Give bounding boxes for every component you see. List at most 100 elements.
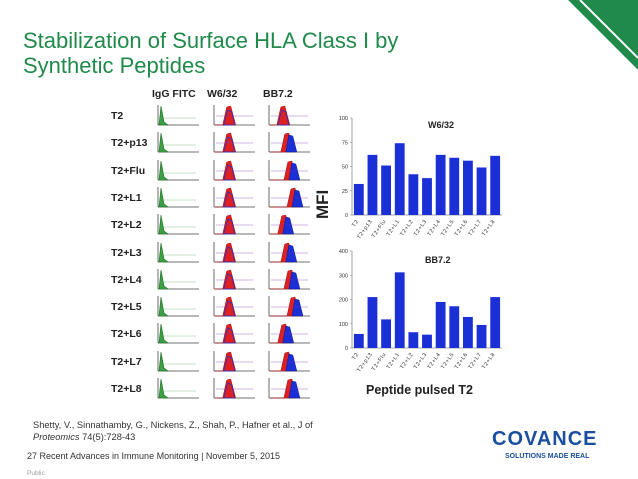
flow-histogram [213,186,255,208]
flow-histogram [268,159,310,180]
flow-histogram [213,159,255,180]
flow-histogram [268,132,310,153]
flow-header-bb72: BB7.2 [263,88,293,100]
flow-histogram [157,268,199,290]
flow-histogram [213,378,255,399]
x-tick-label: T2+L8 [481,352,497,371]
bar [435,154,446,215]
chart-title: BB7.2 [425,255,451,265]
x-axis-label: Peptide pulsed T2 [366,383,473,397]
flow-histogram [213,214,255,235]
flow-histogram [213,296,255,317]
y-tick-label: 25 [342,189,348,195]
flow-histogram [213,241,255,262]
logo-tagline: SOLUTIONS MADE REAL [505,453,590,460]
bar [381,319,391,348]
classification-label: Public [27,470,45,477]
bar [408,174,419,215]
corner-decoration [566,0,638,72]
flow-row-label: T2+L1 [111,191,142,204]
slide-title-line-1: Stabilization of Surface HLA Class I by [23,28,399,53]
flow-histogram [268,105,310,126]
flow-histogram [157,378,199,399]
bar [463,160,473,215]
flow-histogram [157,214,199,235]
flow-row-label: T2 [111,110,124,122]
y-tick-label: 200 [339,298,348,304]
flow-histogram [157,296,199,317]
chart-title: W6/32 [428,120,454,130]
flow-row-label: T2+L2 [111,219,142,232]
slide-title-line-2: Synthetic Peptides [23,53,206,78]
slide-title: Stabilization of Surface HLA Class I by … [23,28,493,78]
flow-histogram [157,186,199,208]
x-tick-label: T2+L8 [481,219,497,238]
bar [435,301,446,348]
flow-header-w632: W6/32 [207,88,238,100]
flow-histogram [268,214,310,235]
citation-volume: 74(5):728-43 [79,432,136,442]
bar [381,165,391,215]
bar [394,143,405,215]
bar [353,183,364,215]
flow-row-label: T2+L7 [111,355,142,368]
bar [449,157,460,215]
bb72-bar-chart: 0100200300400BB7.2T2T2+p13T2+FluT2+L1T2+… [339,249,502,374]
bar [476,167,487,215]
bar [490,297,501,348]
flow-histogram [213,323,255,344]
flow-histogram [213,350,255,372]
flow-histogram [157,323,199,344]
flow-histogram [268,323,310,344]
citation-authors: Shetty, V., Sinnathamby, G., Nickens, Z.… [33,420,313,430]
covance-logo: COVANCE SOLUTIONS MADE REAL [492,428,612,464]
flow-histogram [213,105,255,126]
flow-histogram [157,132,199,153]
x-tick-label: T2 [351,352,360,362]
bar [449,306,460,348]
y-tick-label: 0 [345,346,348,352]
bar [394,272,405,348]
bar [476,324,487,348]
flow-row-label: T2+p13 [111,137,148,150]
y-tick-label: 0 [345,213,348,219]
flow-histogram [157,241,199,262]
bar [490,155,501,215]
bar [463,316,473,348]
y-tick-label: 400 [339,249,348,255]
flow-histogram [268,268,310,290]
bar [422,178,432,215]
citation-journal: Proteomics [33,432,80,442]
y-tick-label: 100 [339,322,348,328]
flow-row-label: T2+L4 [111,273,142,286]
bar [422,334,432,348]
flow-histogram [157,159,199,180]
flow-row-label: T2+L6 [111,328,142,341]
flow-row-label: T2+L8 [111,383,142,395]
flow-row-label: T2+Flu [111,164,146,177]
logo-name: COVANCE [492,428,598,450]
bar [408,332,419,348]
flow-histogram [213,268,255,290]
flow-histogram [268,186,310,208]
flow-histogram [268,296,310,317]
flow-header-igg-fitc: IgG FITC [152,88,196,100]
flow-row-label: T2+L5 [111,301,142,314]
flow-histogram [268,378,310,399]
footer-text: 27 Recent Advances in Immune Monitoring … [27,451,280,461]
w632-bar-chart: 0255075100W6/32T2T2+p13T2+FluT2+L1T2+L2T… [339,116,502,241]
bar [367,297,378,348]
flow-histogram [268,350,310,372]
y-tick-label: 75 [342,140,348,146]
flow-row-label: T2+L3 [111,246,142,259]
bar [353,333,364,348]
flow-histogram [157,350,199,372]
y-tick-label: 300 [339,273,348,279]
x-tick-label: T2 [351,219,360,229]
bar [367,154,378,215]
y-tick-label: 100 [339,116,348,122]
flow-histogram [268,241,310,262]
citation: Shetty, V., Sinnathamby, G., Nickens, Z.… [33,419,323,443]
flow-histogram [213,132,255,153]
flow-histogram [157,105,199,126]
